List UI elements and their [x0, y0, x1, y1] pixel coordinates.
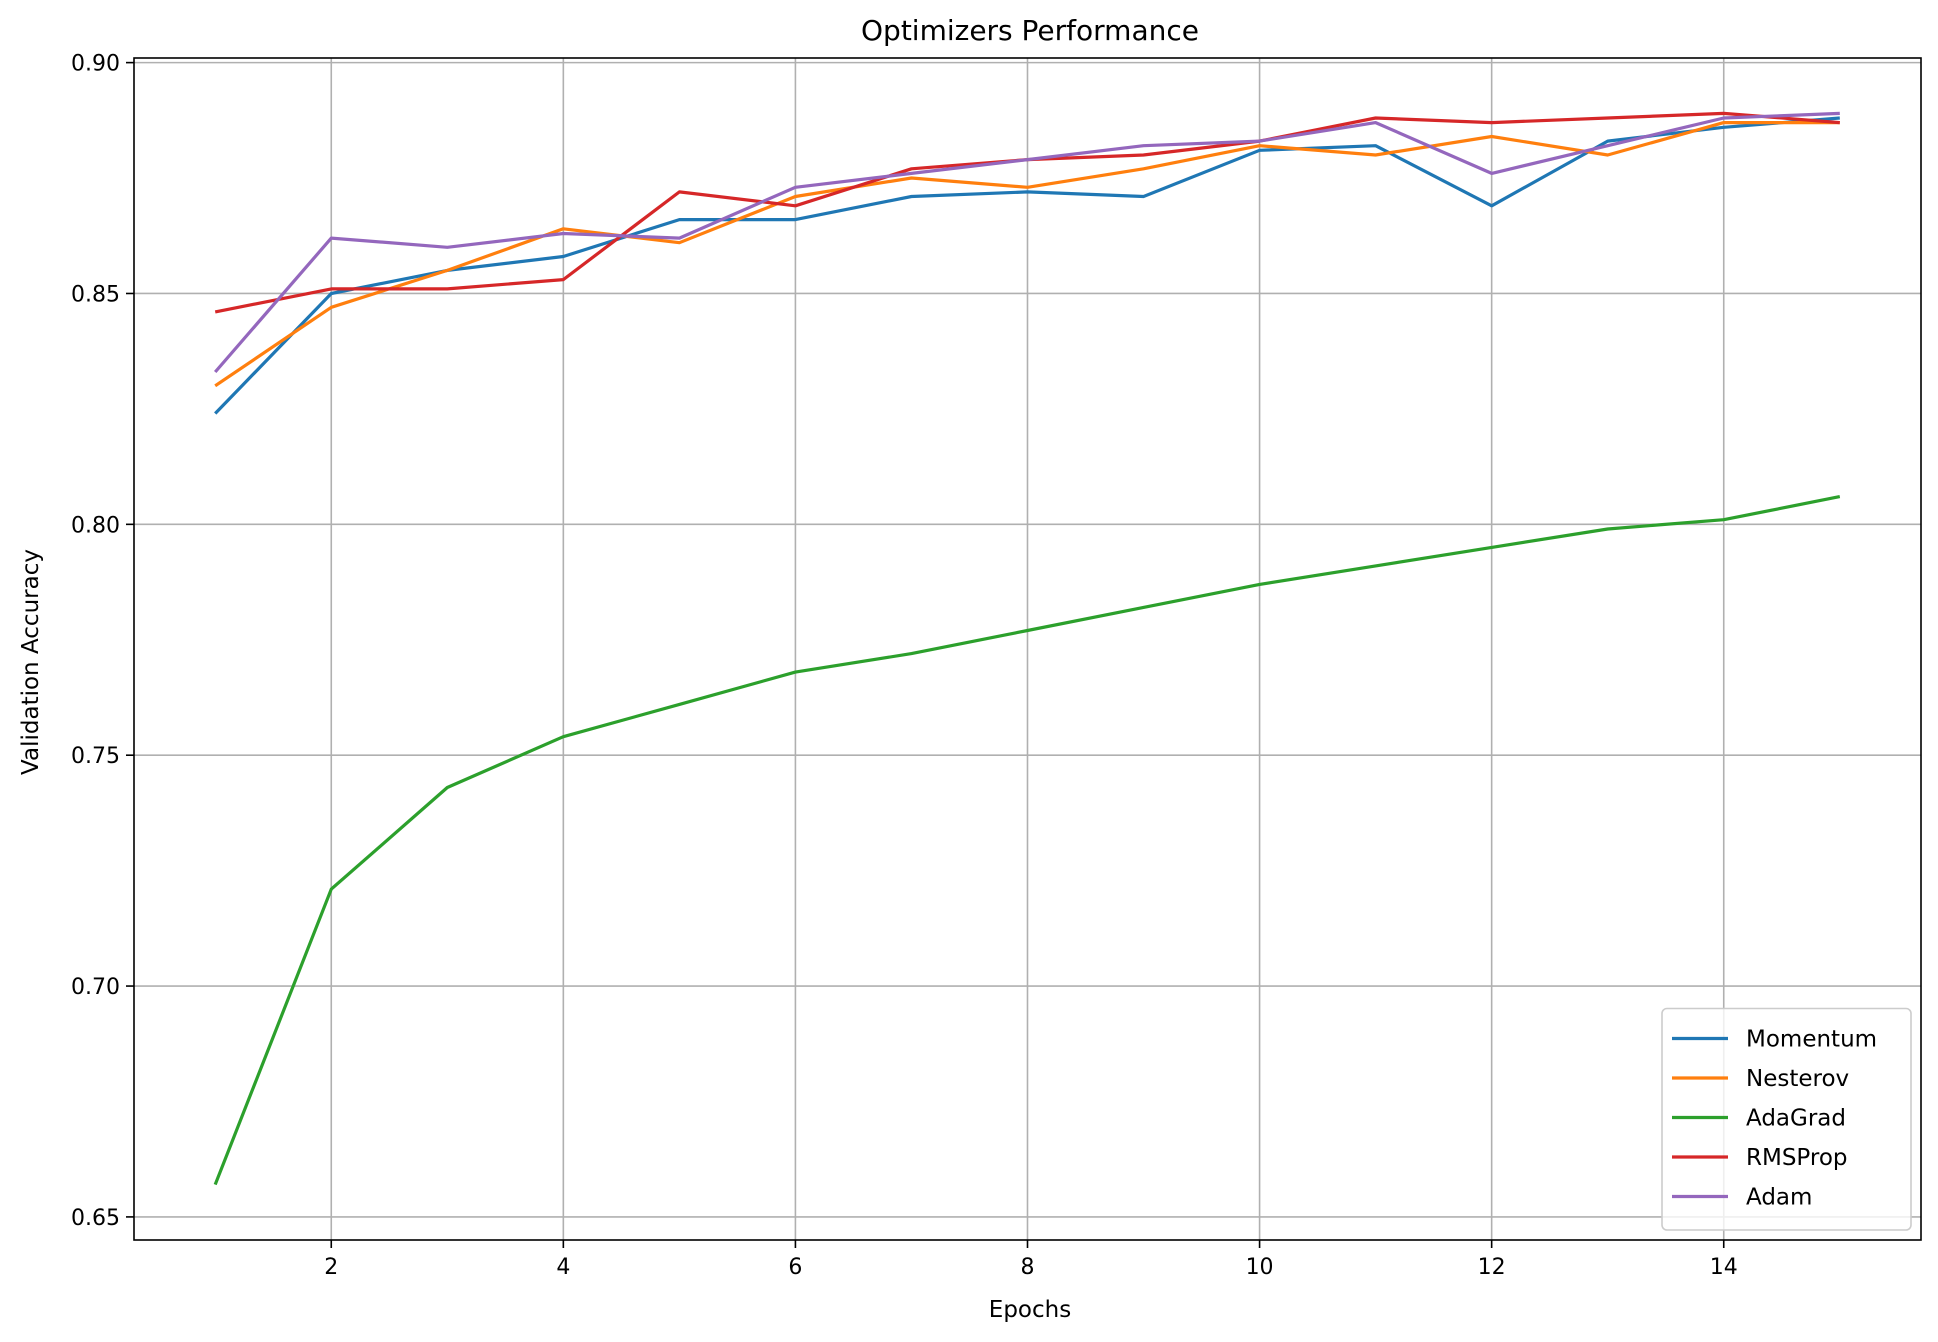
series-line-momentum [214, 116, 1840, 415]
x-axis-label: Epochs [989, 1297, 1071, 1323]
series-line-adagrad [213, 495, 1841, 1186]
y-tick-label: 0.70 [71, 975, 120, 1000]
legend-label-adam: Adam [1746, 1185, 1812, 1211]
y-tick-label: 0.80 [71, 513, 120, 538]
x-tick-label: 12 [1478, 1255, 1506, 1280]
grid [134, 58, 1921, 1240]
x-tick-label: 4 [556, 1255, 570, 1280]
legend-label-momentum: Momentum [1746, 1027, 1877, 1053]
y-tick-label: 0.75 [71, 744, 120, 769]
x-tick-label: 10 [1246, 1255, 1274, 1280]
x-tick-label: 2 [324, 1255, 338, 1280]
x-axis: 2 4 6 8 10 12 14 [324, 1240, 1738, 1280]
y-axis: 0.65 0.70 0.75 0.80 0.85 0.90 [71, 52, 134, 1231]
x-tick-label: 8 [1021, 1255, 1035, 1280]
legend-box [1661, 1007, 1912, 1231]
y-tick-label: 0.90 [71, 52, 120, 77]
x-tick-label: 6 [788, 1255, 802, 1280]
series-line-adam [213, 111, 1840, 374]
series-lines [213, 111, 1841, 1186]
legend-label-nesterov: Nesterov [1746, 1066, 1849, 1092]
y-tick-label: 0.65 [71, 1206, 120, 1231]
legend-label-rmsprop: RMSProp [1746, 1145, 1848, 1171]
legend-label-adagrad: AdaGrad [1746, 1106, 1846, 1132]
series-line-nesterov [214, 120, 1840, 388]
y-axis-label: Validation Accuracy [18, 549, 44, 775]
legend: Momentum Nesterov AdaGrad RMSProp Adam [1661, 1007, 1912, 1231]
y-tick-label: 0.85 [71, 282, 120, 307]
chart-title: Optimizers Performance [861, 14, 1199, 47]
x-tick-label: 14 [1710, 1255, 1738, 1280]
